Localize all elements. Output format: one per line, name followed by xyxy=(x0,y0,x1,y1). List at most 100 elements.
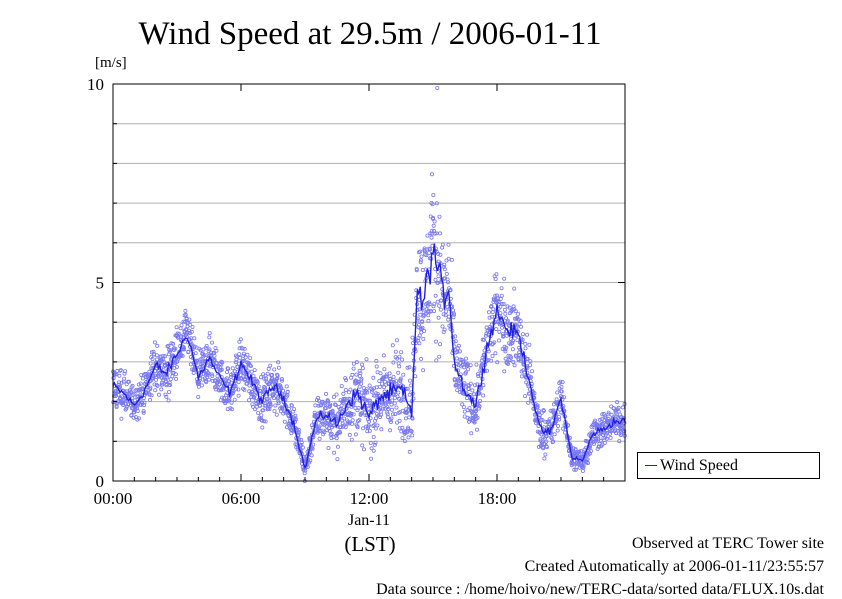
data-point xyxy=(439,298,444,303)
data-point xyxy=(276,360,281,365)
data-point xyxy=(349,411,354,416)
data-point xyxy=(453,339,458,344)
data-point xyxy=(391,374,396,379)
data-point xyxy=(363,390,368,395)
data-point xyxy=(274,382,279,387)
data-point xyxy=(427,250,432,255)
data-point xyxy=(371,448,376,453)
data-point xyxy=(351,361,356,366)
data-point xyxy=(547,417,552,422)
data-point xyxy=(563,430,568,435)
data-point xyxy=(285,389,290,394)
data-point xyxy=(481,383,486,388)
data-point xyxy=(368,401,373,406)
data-point xyxy=(268,363,273,368)
data-point xyxy=(453,334,458,339)
data-point xyxy=(322,430,327,435)
data-point xyxy=(188,354,193,359)
data-point xyxy=(506,361,511,366)
data-point xyxy=(403,416,408,421)
data-point xyxy=(456,343,461,348)
data-point xyxy=(215,364,220,369)
data-point xyxy=(516,311,521,316)
data-point xyxy=(369,389,374,394)
data-point xyxy=(209,340,214,345)
data-point xyxy=(305,464,310,469)
data-point xyxy=(596,435,601,440)
data-point xyxy=(555,390,560,395)
data-point xyxy=(117,373,122,378)
data-point xyxy=(341,391,346,396)
data-point xyxy=(396,370,401,375)
data-point xyxy=(526,400,531,405)
data-point xyxy=(432,219,437,224)
data-points xyxy=(111,85,627,483)
data-point xyxy=(475,372,480,377)
data-point xyxy=(238,337,243,342)
data-point xyxy=(586,460,591,465)
data-point xyxy=(571,461,576,466)
footer-observed-site: Observed at TERC Tower site xyxy=(631,535,824,552)
data-point xyxy=(502,307,507,312)
data-point xyxy=(358,371,363,376)
data-point xyxy=(387,371,392,376)
footer-data-source: Data source : /home/hoivo/new/TERC-data/… xyxy=(376,581,824,598)
data-point xyxy=(559,384,564,389)
data-point xyxy=(432,231,437,236)
data-point xyxy=(390,412,395,417)
data-point xyxy=(365,390,370,395)
data-point xyxy=(503,349,508,354)
data-point xyxy=(292,407,297,412)
data-point xyxy=(279,376,284,381)
chart-title: Wind Speed at 29.5m / 2006-01-11 xyxy=(138,16,602,52)
data-point xyxy=(392,401,397,406)
data-point xyxy=(549,436,554,441)
data-point xyxy=(245,381,250,386)
data-point xyxy=(541,408,546,413)
data-point xyxy=(267,407,272,412)
data-point xyxy=(289,403,294,408)
data-point xyxy=(421,336,426,341)
data-point xyxy=(235,364,240,369)
data-point xyxy=(455,388,460,393)
data-point xyxy=(170,353,175,358)
data-point xyxy=(342,397,347,402)
data-point xyxy=(339,384,344,389)
data-point xyxy=(426,308,431,313)
data-point xyxy=(498,304,503,309)
data-point xyxy=(373,416,378,421)
data-point xyxy=(158,359,163,364)
data-point xyxy=(371,393,376,398)
data-point xyxy=(510,338,515,343)
data-point xyxy=(268,403,273,408)
data-point xyxy=(353,432,358,437)
data-point xyxy=(350,421,355,426)
data-point xyxy=(377,384,382,389)
data-point xyxy=(494,327,499,332)
data-point xyxy=(210,373,215,378)
data-point xyxy=(204,343,209,348)
data-point xyxy=(357,368,362,373)
data-point xyxy=(385,410,390,415)
data-point xyxy=(523,341,528,346)
data-point xyxy=(493,276,498,281)
data-point xyxy=(184,316,189,321)
data-point xyxy=(426,318,431,323)
data-point xyxy=(215,374,220,379)
data-point xyxy=(393,349,398,354)
data-point xyxy=(486,310,491,315)
data-point xyxy=(397,354,402,359)
data-point xyxy=(259,418,264,423)
data-point xyxy=(398,379,403,384)
data-point xyxy=(330,408,335,413)
data-point xyxy=(446,256,451,261)
data-point xyxy=(529,375,534,380)
data-point xyxy=(267,398,272,403)
data-point xyxy=(258,403,263,408)
data-point xyxy=(142,400,147,405)
data-point xyxy=(122,376,127,381)
data-point xyxy=(248,364,253,369)
data-point xyxy=(259,413,264,418)
data-point xyxy=(497,329,502,334)
data-point xyxy=(442,262,447,267)
